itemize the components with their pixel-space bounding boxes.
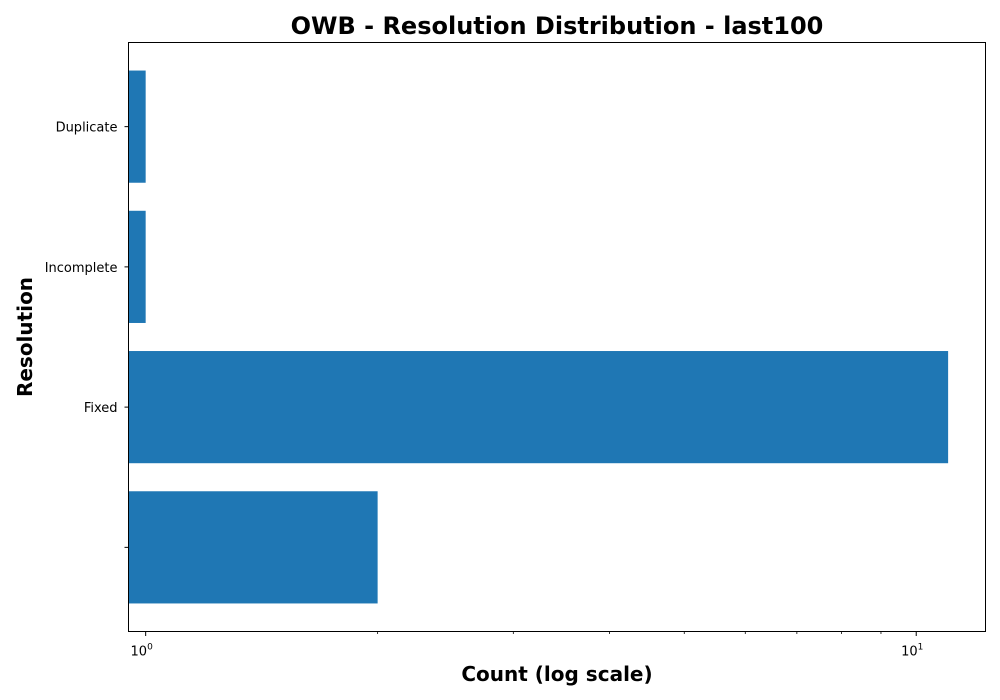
bar (128, 70, 146, 183)
x-axis-ticks: 100 101 (131, 631, 923, 660)
chart-title: OWB - Resolution Distribution - last100 (291, 12, 824, 40)
x-axis-label: Count (log scale) (461, 662, 652, 686)
x-tick-label: 101 (901, 643, 923, 660)
y-tick-label: Duplicate (56, 121, 118, 136)
bars-layer (128, 70, 949, 604)
y-tick-label: Fixed (84, 401, 118, 416)
plot-frame (128, 42, 986, 632)
x-tick-label: 100 (131, 643, 154, 660)
bar (128, 491, 378, 604)
y-axis-ticks: Fixed Incomplete Duplicate (45, 121, 129, 548)
y-tick-label: Incomplete (45, 261, 118, 276)
bar (128, 351, 949, 464)
bar (128, 210, 146, 323)
y-axis-label: Resolution (13, 277, 37, 397)
